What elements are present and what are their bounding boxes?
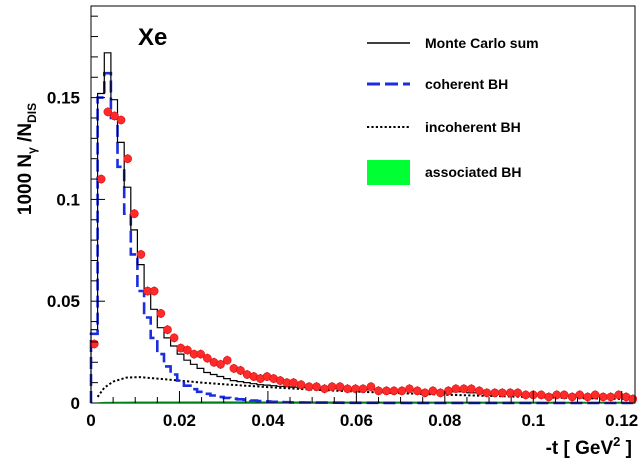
data-point [289,378,298,387]
data-point [358,384,368,394]
data-point [559,390,569,400]
data-point [575,390,585,400]
data-point [382,386,391,396]
legend-label-coherent: coherent BH [425,76,508,92]
data-point [498,388,507,398]
data-point [169,333,179,343]
legend-swatch-associated [367,160,410,185]
data-point [312,382,321,392]
data-point [335,382,345,392]
y-tick-label: 0.1 [56,190,80,209]
x-tick-label: 0.08 [428,411,461,430]
data-point [389,386,399,396]
data-point [428,386,438,396]
y-tick-label: 0.15 [47,89,80,108]
data-point [216,360,225,369]
data-point [351,384,360,394]
x-tick-label: 0.12 [605,411,638,430]
data-point [482,388,492,398]
data-point [628,394,638,404]
data-point [320,384,329,394]
data-point [467,384,476,394]
data-point [583,392,592,402]
data-point [203,353,212,363]
data-point [536,390,546,400]
series-mc-sum-line [90,52,635,403]
y-tick-label: 0 [71,394,80,413]
data-point [490,388,500,398]
plot-frame [90,5,636,404]
legend-label-associated: associated BH [425,164,521,180]
y-tick-label: 0.05 [47,292,80,311]
data-point [90,339,99,349]
x-tick-label: 0.04 [251,411,285,430]
x-tick-label: 0 [86,411,95,430]
data-point [103,107,113,117]
data-point [196,349,205,359]
data-point [413,386,422,396]
data-point [327,382,337,392]
data-point [222,355,232,365]
legend-label-incoherent: incoherent BH [425,119,521,135]
data-point [590,390,600,400]
data-point [296,380,306,389]
legend-label-mc-sum: Monte Carlo sum [425,35,539,51]
data-point [451,384,461,394]
data-point [236,366,245,375]
data-point [149,286,159,296]
data-point [366,382,376,392]
data-point [598,392,608,402]
data-point [513,388,523,398]
data-point [459,384,469,394]
data-point [374,386,383,396]
data-point [397,386,407,396]
data-point [343,384,352,394]
data-point [505,388,515,398]
data-point [183,345,192,355]
data-point [475,386,484,396]
data-point [436,388,445,398]
data-point [405,384,414,394]
data-point [96,174,106,184]
data-point [304,382,314,392]
x-tick-label: 0.1 [521,411,545,430]
x-tick-label: 0.02 [163,411,196,430]
data-point [116,115,126,125]
data-point [130,209,139,218]
data-point [420,388,430,398]
data-point [156,309,166,318]
data-point [163,325,172,335]
data-point [544,392,554,402]
data-point [606,392,615,402]
y-axis-title: 1000 Nγ /NDIS [15,103,39,215]
data-point [444,386,453,396]
axes: 0 0.02 0.04 0.06 0.08 0.1 0.12 0 0.05 0.1 0.15 [47,15,638,430]
x-axis-title: -t [ GeV2 ] [546,434,632,459]
data-point [123,154,133,163]
data-point [521,390,531,400]
data-point [567,392,577,402]
data-point [136,250,146,259]
x-tick-label: 0.06 [340,411,373,430]
data-point [552,390,562,400]
panel-label: Xe [138,24,167,51]
data-point [110,111,119,121]
